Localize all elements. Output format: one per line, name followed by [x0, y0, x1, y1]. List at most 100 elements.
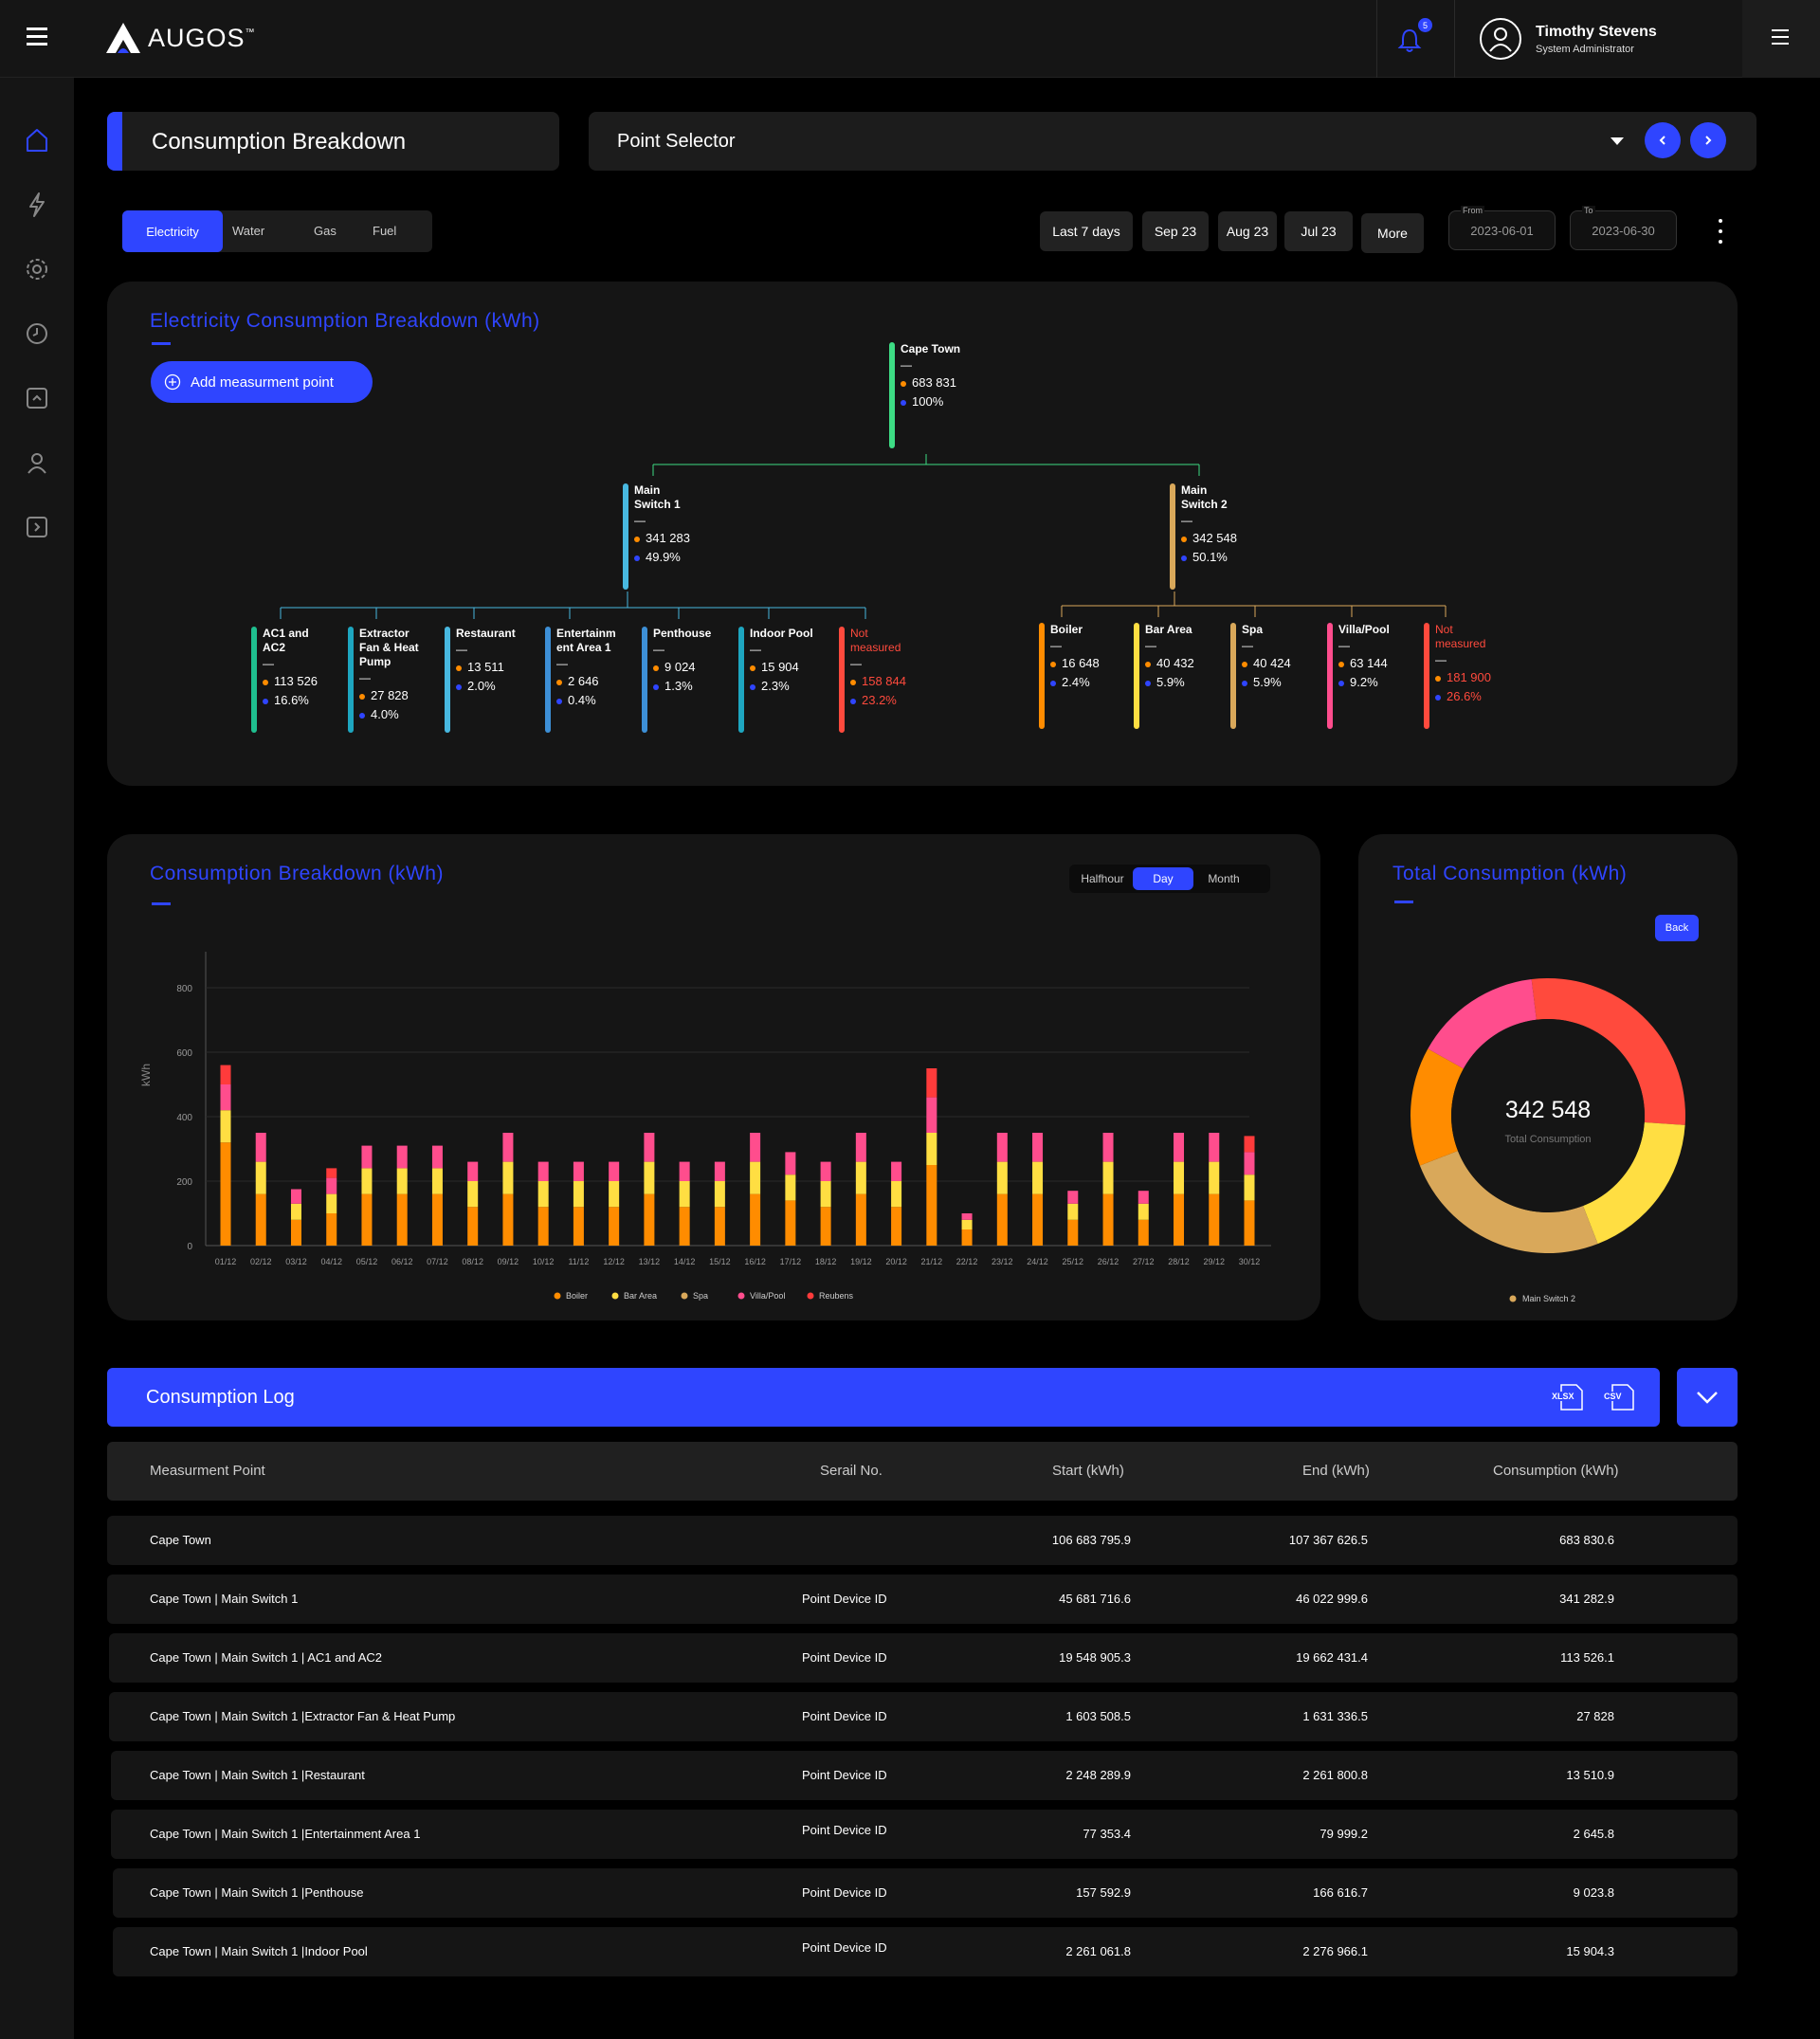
- bar-segment-bar-area[interactable]: [1102, 1161, 1114, 1194]
- donut-slice-spa[interactable]: [1419, 1151, 1598, 1253]
- table-row[interactable]: Cape Town | Main Switch 1 |Restaurant Poi…: [111, 1751, 1738, 1800]
- jul-23-button[interactable]: Jul 23: [1284, 211, 1353, 251]
- bar-segment-villa-pool[interactable]: [1067, 1191, 1079, 1204]
- bar-segment-villa-pool[interactable]: [361, 1145, 373, 1169]
- bar-segment-bar-area[interactable]: [396, 1168, 408, 1194]
- bar-segment-boiler[interactable]: [290, 1219, 301, 1246]
- last-7-days-button[interactable]: Last 7 days: [1040, 211, 1133, 251]
- table-row[interactable]: Cape Town | Main Switch 1 | AC1 and AC2 P…: [109, 1633, 1738, 1683]
- column-start[interactable]: Start (kWh): [1052, 1463, 1124, 1479]
- sep-23-button[interactable]: Sep 23: [1142, 211, 1209, 251]
- csv-export-button[interactable]: CSV: [1603, 1383, 1635, 1411]
- bar-segment-villa-pool[interactable]: [820, 1161, 831, 1181]
- tree-node-villa-pool[interactable]: Villa/Pool — 63 144 9.2%: [1327, 623, 1390, 729]
- table-row[interactable]: Cape Town | Main Switch 1 Point Device ID…: [107, 1575, 1738, 1624]
- hamburger-menu-icon[interactable]: [27, 27, 47, 46]
- bar-segment-villa-pool[interactable]: [1102, 1133, 1114, 1162]
- bar-segment-villa-pool[interactable]: [255, 1133, 266, 1162]
- back-button[interactable]: Back: [1655, 915, 1699, 941]
- bar-segment-villa-pool[interactable]: [679, 1161, 690, 1181]
- notifications-button[interactable]: 5: [1397, 18, 1432, 55]
- bar-segment-bar-area[interactable]: [1032, 1161, 1044, 1194]
- tree-node-bar-area[interactable]: Bar Area — 40 432 5.9%: [1134, 623, 1194, 729]
- bar-segment-boiler[interactable]: [502, 1193, 514, 1246]
- bar-segment-bar-area[interactable]: [820, 1181, 831, 1208]
- bar-segment-bar-area[interactable]: [537, 1181, 549, 1208]
- bar-segment-villa-pool[interactable]: [1209, 1133, 1220, 1162]
- bar-segment-boiler[interactable]: [396, 1193, 408, 1246]
- bar-segment-boiler[interactable]: [1209, 1193, 1220, 1246]
- bar-segment-boiler[interactable]: [361, 1193, 373, 1246]
- bar-segment-bar-area[interactable]: [573, 1181, 584, 1208]
- to-date-field[interactable]: To 2023-06-30: [1570, 206, 1677, 250]
- bar-segment-villa-pool[interactable]: [537, 1161, 549, 1181]
- tree-node-restaurant[interactable]: Restaurant — 13 511 2.0%: [445, 627, 516, 733]
- toggle-month[interactable]: Month: [1208, 872, 1240, 885]
- bar-segment-boiler[interactable]: [891, 1207, 902, 1246]
- tree-node-entertainment-area[interactable]: Entertainm ent Area 1 — 2 646 0.4%: [545, 627, 616, 733]
- table-row[interactable]: Cape Town | Main Switch 1 |Indoor Pool Po…: [113, 1927, 1738, 1976]
- right-menu-icon[interactable]: [1772, 29, 1789, 46]
- column-end[interactable]: End (kWh): [1302, 1463, 1370, 1479]
- bar-segment-boiler[interactable]: [679, 1207, 690, 1246]
- table-row[interactable]: Cape Town 106 683 795.9 107 367 626.5 683 8…: [107, 1516, 1738, 1565]
- tree-node-cape-town[interactable]: Cape Town — 683 831 100%: [889, 342, 960, 448]
- bar-segment-bar-area[interactable]: [220, 1110, 231, 1143]
- bar-segment-villa-pool[interactable]: [785, 1152, 796, 1175]
- lightning-icon[interactable]: [19, 187, 55, 223]
- from-date-field[interactable]: From 2023-06-01: [1448, 206, 1556, 250]
- bar-segment-bar-area[interactable]: [326, 1193, 337, 1213]
- tree-node-ac1-ac2[interactable]: AC1 and AC2 — 113 526 16.6%: [251, 627, 318, 733]
- bar-segment-villa-pool[interactable]: [1032, 1133, 1044, 1162]
- bar-segment-bar-area[interactable]: [961, 1219, 973, 1229]
- donut-slice-not-measured[interactable]: [1531, 978, 1685, 1125]
- bar-segment-villa-pool[interactable]: [290, 1189, 301, 1204]
- bar-segment-villa-pool[interactable]: [1244, 1152, 1255, 1175]
- table-row[interactable]: Cape Town | Main Switch 1 |Penthouse Poin…: [113, 1868, 1738, 1918]
- tab-fuel[interactable]: Fuel: [373, 224, 397, 238]
- tab-gas[interactable]: Gas: [314, 224, 337, 238]
- tree-node-main-switch-1[interactable]: Main Switch 1 — 341 283 49.9%: [623, 483, 690, 590]
- toggle-day[interactable]: Day: [1133, 867, 1193, 890]
- bar-segment-boiler[interactable]: [785, 1200, 796, 1246]
- bar-segment-boiler[interactable]: [326, 1213, 337, 1246]
- bar-segment-villa-pool[interactable]: [855, 1133, 866, 1162]
- aug-23-button[interactable]: Aug 23: [1218, 211, 1277, 251]
- tree-node-penthouse[interactable]: Penthouse — 9 024 1.3%: [642, 627, 711, 733]
- bar-segment-bar-area[interactable]: [290, 1203, 301, 1220]
- xlsx-export-button[interactable]: XLSX: [1552, 1383, 1584, 1411]
- next-button[interactable]: [1690, 122, 1726, 158]
- bar-segment-villa-pool[interactable]: [573, 1161, 584, 1181]
- bar-segment-villa-pool[interactable]: [750, 1133, 761, 1162]
- bar-segment-boiler[interactable]: [573, 1207, 584, 1246]
- donut-slice-villa-pool[interactable]: [1428, 979, 1537, 1069]
- donut-slice-boiler[interactable]: [1410, 1048, 1464, 1166]
- dropdown-caret-icon[interactable]: [1611, 137, 1624, 145]
- more-options-icon[interactable]: [1718, 219, 1723, 244]
- bar-segment-boiler[interactable]: [1102, 1193, 1114, 1246]
- bar-segment-bar-area[interactable]: [431, 1168, 443, 1194]
- tab-electricity[interactable]: Electricity: [122, 210, 223, 252]
- bar-segment-boiler[interactable]: [1244, 1200, 1255, 1246]
- bar-segment-villa-pool[interactable]: [220, 1084, 231, 1111]
- table-row[interactable]: Cape Town | Main Switch 1 |Extractor Fan…: [109, 1692, 1738, 1741]
- bar-segment-bar-area[interactable]: [714, 1181, 725, 1208]
- bar-segment-bar-area[interactable]: [1209, 1161, 1220, 1194]
- tree-node-boiler[interactable]: Boiler — 16 648 2.4%: [1039, 623, 1100, 729]
- tree-node-indoor-pool[interactable]: Indoor Pool — 15 904 2.3%: [738, 627, 813, 733]
- bar-segment-villa-pool[interactable]: [396, 1145, 408, 1169]
- bar-segment-bar-area[interactable]: [361, 1168, 373, 1194]
- bar-segment-boiler[interactable]: [714, 1207, 725, 1246]
- bar-segment-bar-area[interactable]: [255, 1161, 266, 1194]
- bar-segment-bar-area[interactable]: [609, 1181, 620, 1208]
- bar-segment-bar-area[interactable]: [785, 1174, 796, 1201]
- add-measurement-point-button[interactable]: Add measurment point: [151, 361, 373, 403]
- collapse-log-button[interactable]: [1677, 1368, 1738, 1427]
- bar-segment-villa-pool[interactable]: [326, 1177, 337, 1194]
- bar-segment-bar-area[interactable]: [1174, 1161, 1185, 1194]
- bar-segment-bar-area[interactable]: [750, 1161, 761, 1194]
- tree-node-main-switch-2[interactable]: Main Switch 2 — 342 548 50.1%: [1170, 483, 1237, 590]
- home-icon[interactable]: [19, 122, 55, 158]
- clock-icon[interactable]: [19, 316, 55, 352]
- bar-segment-reubens[interactable]: [926, 1068, 937, 1098]
